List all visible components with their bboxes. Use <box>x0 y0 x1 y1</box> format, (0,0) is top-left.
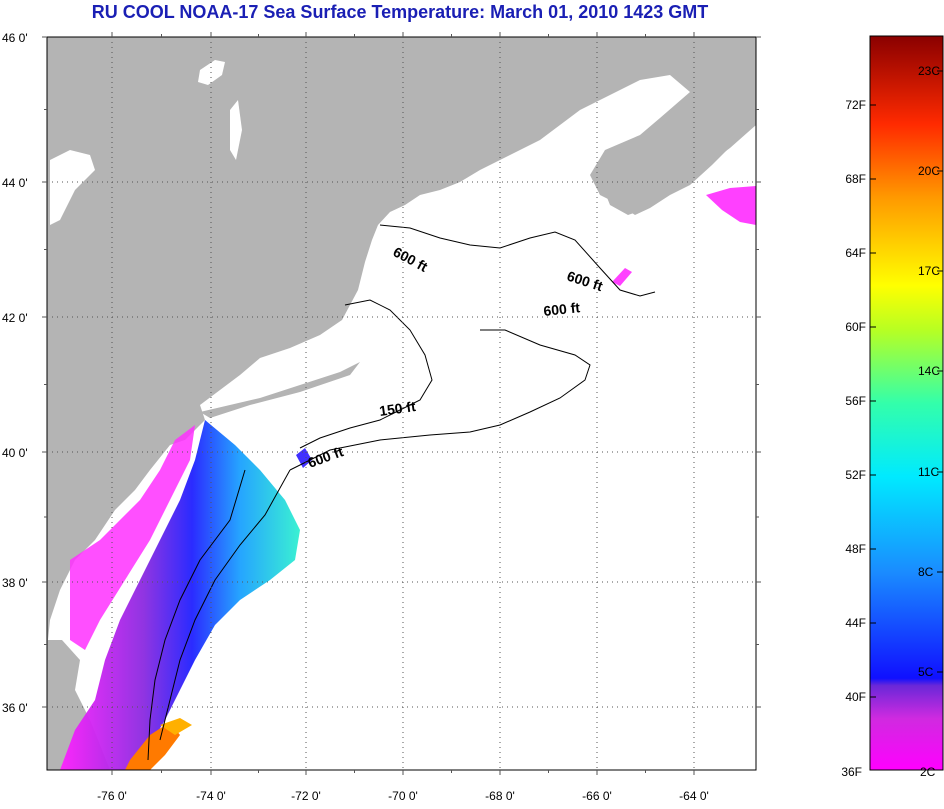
contour-label: 600 ft <box>543 299 581 319</box>
lat-label: 42 0' <box>2 311 28 325</box>
contour-line <box>159 469 291 741</box>
colorbar-c-label: 20C <box>918 164 940 178</box>
map-frame <box>46 36 757 771</box>
colorbar-c-label: 2C <box>920 765 936 779</box>
colorbar-f-label: 44F <box>845 616 866 630</box>
contour-label: 150 ft <box>378 398 417 419</box>
lat-label: 40 0' <box>2 446 28 460</box>
warm-water-patch <box>160 718 192 735</box>
long-island <box>200 362 360 418</box>
sst-swath <box>60 420 300 770</box>
lake <box>50 150 95 225</box>
colorbar-f-label: 60F <box>845 320 866 334</box>
colorbar-c-label: 23C <box>918 64 940 78</box>
lon-label: -64 0' <box>679 789 709 803</box>
lat-label: 46 0' <box>2 31 28 45</box>
lat-label: 38 0' <box>2 576 28 590</box>
colorbar-c-label: 11C <box>918 465 939 479</box>
graticule <box>42 32 761 775</box>
warm-water-patch <box>125 722 180 770</box>
colorbar-f-label: 64F <box>845 246 866 260</box>
colorbar-f-label: 48F <box>845 542 866 556</box>
colorbar-f-label: 52F <box>845 468 866 482</box>
lon-label: -66 0' <box>582 789 612 803</box>
contour-label: 600 ft <box>306 443 346 471</box>
sst-nearshore <box>70 425 195 650</box>
colorbar-f-label: 72F <box>845 98 866 112</box>
colorbar-c-label: 8C <box>918 565 934 579</box>
lon-label: -70 0' <box>388 789 418 803</box>
contour-label: 600 ft <box>565 268 605 295</box>
land-mass <box>47 37 756 650</box>
colorbar-f-label: 36F <box>841 765 862 779</box>
lon-label: -72 0' <box>291 789 321 803</box>
contour-line <box>289 329 591 471</box>
lat-label: 36 0' <box>2 701 28 715</box>
lon-label: -76 0' <box>97 789 127 803</box>
lake <box>230 100 242 160</box>
colorbar-f-label: 68F <box>845 172 866 186</box>
contour-line <box>299 299 433 449</box>
colorbar-f-label: 56F <box>845 394 866 408</box>
colorbar-c-label: 14C <box>918 364 940 378</box>
lon-label: -68 0' <box>485 789 515 803</box>
lon-label: -74 0' <box>196 789 226 803</box>
contour-line <box>379 224 656 297</box>
colorbar-c-label: 5C <box>918 665 934 679</box>
lat-label: 44 0' <box>2 176 28 190</box>
contour-label: 600 ft <box>391 244 431 275</box>
colorbar-f-label: 40F <box>845 690 866 704</box>
map-title: RU COOL NOAA-17 Sea Surface Temperature:… <box>91 2 709 22</box>
colorbar <box>869 35 944 771</box>
sst-patch <box>612 268 632 286</box>
sst-patch-east <box>706 186 756 225</box>
colorbar-c-label: 17C <box>918 264 940 278</box>
colorbar-ticks <box>870 70 943 698</box>
contour-line <box>147 469 246 761</box>
nova-scotia <box>600 90 756 215</box>
sst-patch <box>296 448 312 468</box>
